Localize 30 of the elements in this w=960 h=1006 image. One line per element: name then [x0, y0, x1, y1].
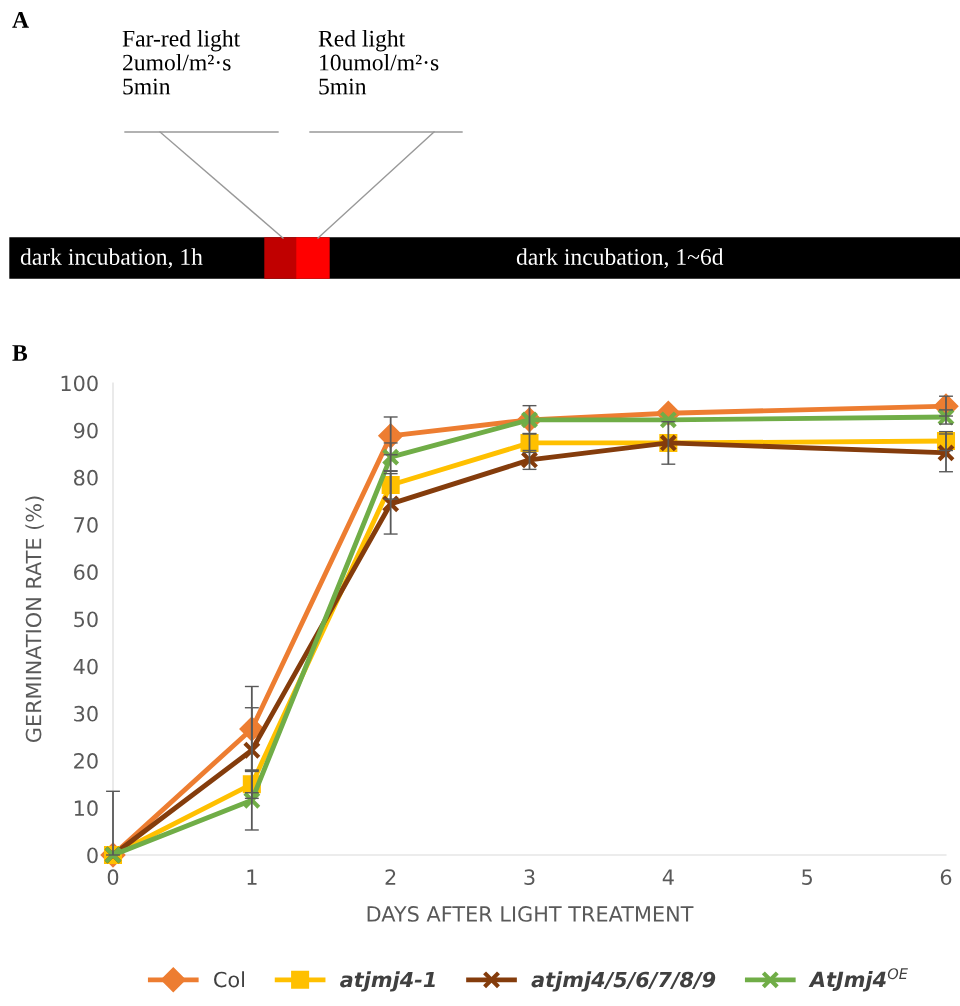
legend-label: atjmj4/5/6/7/8/9	[531, 971, 716, 992]
x-axis-title: DAYS AFTER LIGHT TREATMENT	[367, 906, 694, 922]
x-tick-label: 6	[940, 869, 952, 886]
text: A	[12, 12, 29, 28]
y-tick-label: 90	[73, 422, 98, 439]
y-tick-label: 70	[74, 517, 98, 533]
y-tick-label: 100	[61, 375, 98, 392]
text: dark incubation, 1h	[20, 248, 203, 269]
text: dark incubation, 1~6d	[516, 248, 724, 269]
x-tick-label: 3	[524, 869, 535, 886]
y-tick-label: 10	[74, 800, 98, 817]
y-tick-label: 60	[74, 564, 98, 581]
y-tick-label: 0	[87, 847, 98, 864]
text: Far-red light 2umol/m²·s 5min	[122, 30, 241, 95]
y-axis-title: GERMINATION RATE (%)	[25, 496, 44, 743]
x-tick-label: 2	[385, 869, 396, 885]
x-tick-label: 4	[662, 869, 674, 885]
y-tick-label: 40	[73, 658, 98, 675]
legend-label: AtJmj4$^{OE}$	[808, 968, 908, 992]
chart-title: B	[12, 345, 28, 361]
x-tick-label: 1	[247, 869, 257, 885]
y-tick-label: 30	[74, 705, 98, 722]
y-tick-label: 80	[74, 469, 98, 486]
legend-label: Col	[214, 971, 244, 988]
y-tick-label: 20	[74, 753, 98, 769]
legend-label: atjmj4-1	[340, 971, 435, 992]
x-tick-label: 5	[802, 869, 812, 886]
y-tick-label: 50	[74, 611, 98, 628]
text: Red light 10umol/m²·s 5min	[318, 30, 439, 95]
x-tick-label: 0	[107, 869, 119, 886]
